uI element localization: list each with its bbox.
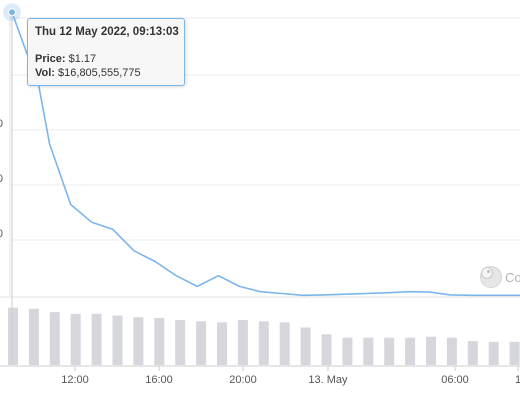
x-axis	[0, 365, 520, 371]
volume-bar	[70, 313, 81, 365]
volume-bar	[279, 322, 290, 365]
tooltip-price-row: Price: $1.17	[35, 52, 177, 66]
volume-bar	[154, 317, 165, 365]
volume-bar	[363, 337, 374, 365]
tooltip-price-value: $1.17	[68, 53, 97, 65]
x-tick-label: 13. May	[308, 374, 348, 386]
tooltip-volume-label: Vol:	[35, 67, 55, 79]
brand-watermark: Co	[480, 266, 520, 288]
volume-bar	[300, 327, 311, 365]
volume-bar	[217, 322, 227, 365]
volume-bar	[509, 341, 520, 365]
volume-bar	[133, 317, 144, 365]
volume-bar	[8, 307, 18, 365]
volume-bar	[467, 341, 478, 365]
volume-bar	[175, 319, 186, 365]
volume-bar	[446, 337, 457, 365]
x-tick-label: 20:00	[229, 374, 257, 386]
x-tick-label: 06:00	[441, 374, 469, 386]
volume-bar	[384, 337, 395, 365]
volume-bar	[426, 336, 436, 365]
volume-bar	[237, 319, 248, 365]
volume-bar	[91, 313, 102, 365]
tooltip-volume-value: $16,805,555,775	[58, 67, 141, 79]
tooltip-volume-row: Vol: $16,805,555,775	[35, 66, 177, 80]
volume-bar	[196, 321, 207, 365]
y-tick-label: 0	[0, 228, 3, 240]
volume-bar	[342, 337, 353, 365]
tooltip-date: Thu 12 May 2022, 09:13:03	[35, 26, 179, 38]
volume-bar	[49, 312, 60, 365]
chart-tooltip: Thu 12 May 2022, 09:13:03 Price: $1.17 V…	[27, 18, 185, 86]
volume-bar	[28, 308, 39, 365]
y-tick-label: 0	[0, 118, 3, 130]
volume-bar	[405, 337, 416, 365]
x-tick-label: 16:00	[145, 374, 173, 386]
tick-labels: 0 0 0 12:00 16:00 20:00 13. May 06:00 1	[0, 118, 520, 386]
tooltip-price-label: Price:	[35, 53, 66, 65]
price-line	[11, 12, 520, 297]
price-line-group	[3, 3, 520, 365]
volume-bar	[488, 341, 499, 365]
volume-bar	[112, 315, 123, 365]
volume-bar	[321, 334, 332, 365]
y-tick-label: 0	[0, 173, 3, 185]
watermark-text: Co	[505, 269, 520, 285]
volume-bar	[258, 321, 269, 365]
x-tick-label: 12:00	[61, 374, 89, 386]
volume-bars	[8, 307, 520, 365]
gecko-logo-icon	[480, 266, 502, 288]
hover-point	[8, 8, 16, 17]
x-tick-label: 1	[515, 374, 520, 386]
